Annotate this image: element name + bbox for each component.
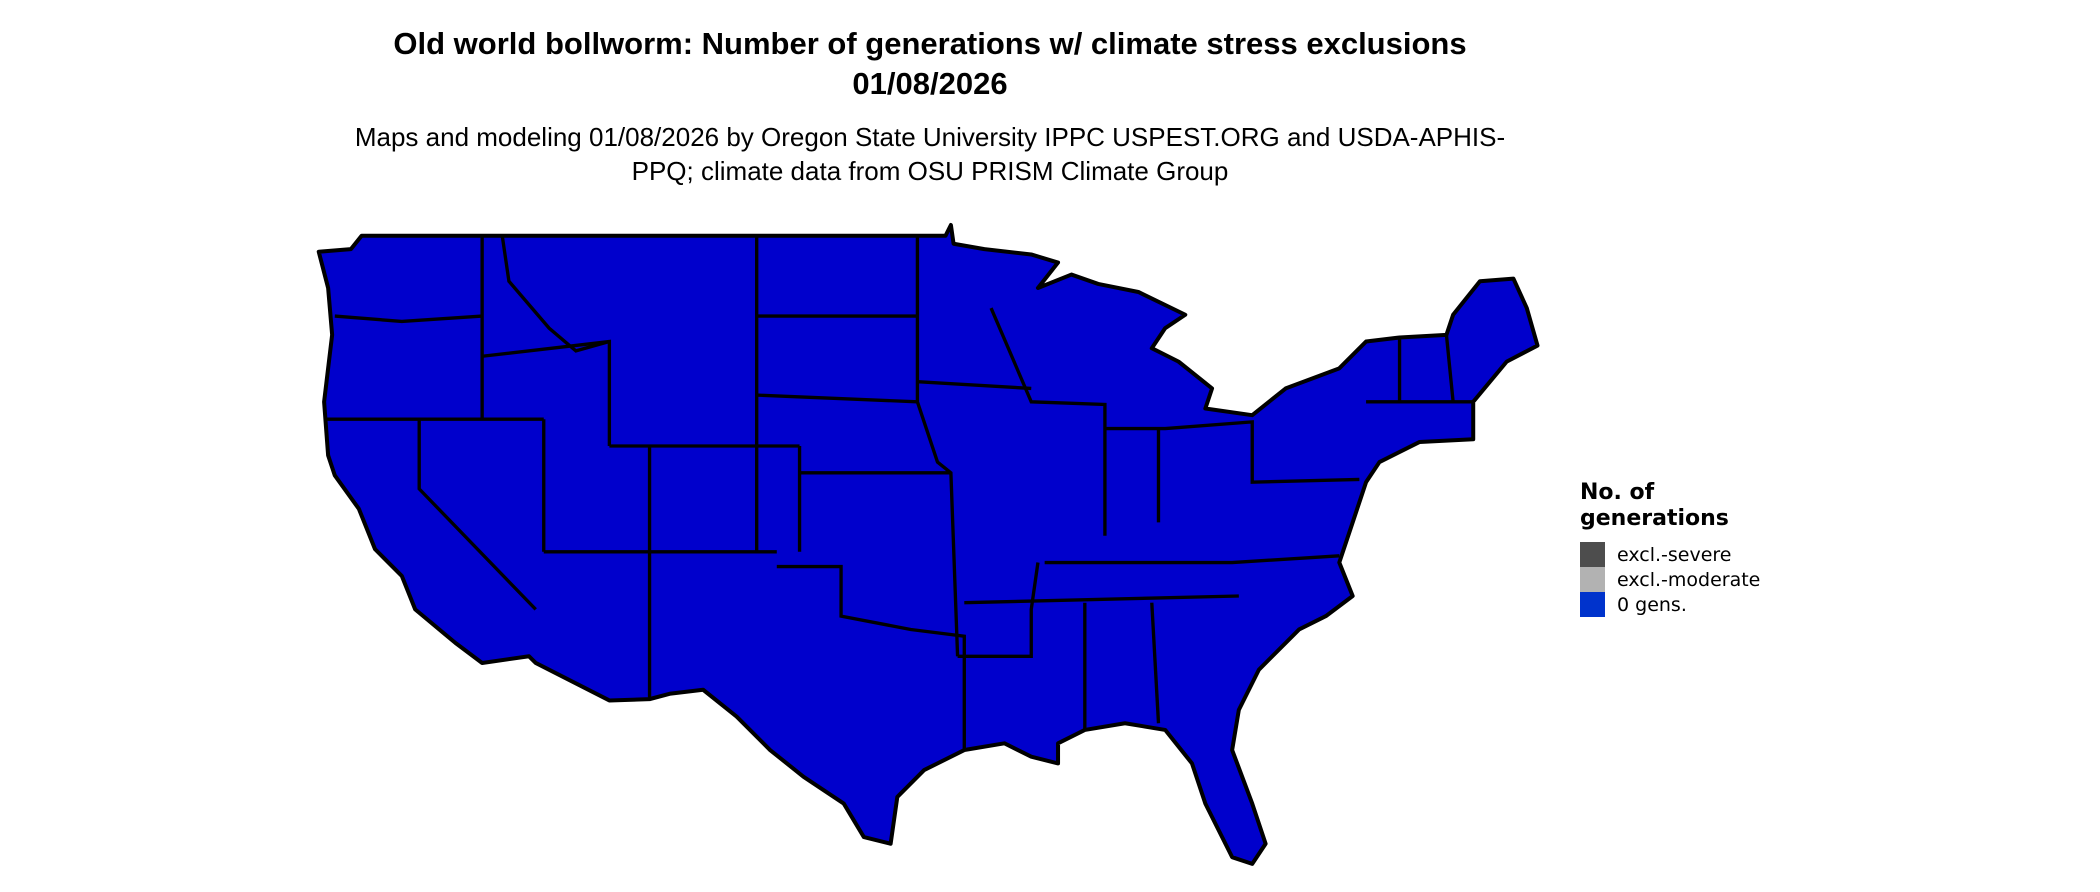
map-subtitle: Maps and modeling 01/08/2026 by Oregon S… xyxy=(354,122,1506,186)
legend-item-0-gens: 0 gens. xyxy=(1580,592,1760,617)
legend: No. of generations excl.-severe excl.-mo… xyxy=(1580,480,1760,617)
map-title: Old world bollworm: Number of generation… xyxy=(393,26,1467,101)
state-borders xyxy=(324,235,1474,751)
legend-label: 0 gens. xyxy=(1617,593,1687,616)
us-outline xyxy=(316,223,1540,866)
legend-title: No. of generations xyxy=(1580,480,1729,531)
legend-swatch xyxy=(1580,592,1605,617)
legend-label: excl.-moderate xyxy=(1617,568,1761,591)
legend-item-excl-moderate: excl.-moderate xyxy=(1580,567,1760,592)
legend-label: excl.-severe xyxy=(1617,543,1732,566)
legend-swatch xyxy=(1580,542,1605,567)
legend-item-excl-severe: excl.-severe xyxy=(1580,542,1760,567)
legend-swatch xyxy=(1580,567,1605,592)
